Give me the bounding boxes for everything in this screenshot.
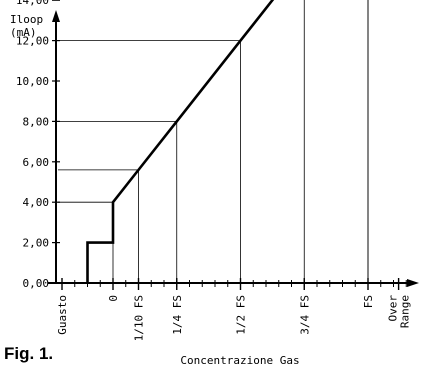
- y-tick-label-7: 14,00: [16, 0, 49, 7]
- x-tick-label-1: 0: [107, 295, 120, 302]
- x-tick-label-4: 1/2 FS: [235, 295, 248, 335]
- y-tick-label-4: 8,00: [23, 115, 50, 128]
- series-line: [86, 0, 275, 283]
- y-tick-label-0: 0,00: [23, 277, 50, 290]
- x-tick-labels: Guasto 0 1/10 FS 1/4 FS 1/2 FS 3/4 FS FS Over Ra…: [56, 295, 412, 342]
- y-axis-title-line2: (mA): [10, 26, 37, 39]
- x-tick-label-6: FS: [362, 295, 375, 308]
- y-axis-arrow: [52, 10, 60, 22]
- y-tick-label-5: 10,00: [16, 75, 49, 88]
- tick-marks: [52, 0, 407, 290]
- x-axis-title: Concentrazione Gas: [180, 354, 299, 367]
- x-tick-label-2: 1/10 FS: [133, 295, 146, 341]
- x-tick-label-7-0: Over: [387, 295, 400, 322]
- figure-label: Fig. 1.: [4, 344, 54, 363]
- y-tick-label-1: 2,00: [23, 237, 50, 250]
- y-tick-labels: 0,002,004,006,008,0010,0012,0014,0016,00…: [16, 0, 49, 290]
- x-tick-label-3: 1/4 FS: [171, 295, 184, 335]
- axes: [48, 10, 419, 287]
- y-axis-title-line1: Iloop: [10, 13, 43, 26]
- x-tick-label-7-1: Range: [399, 295, 412, 328]
- series-0-line: [86, 0, 275, 283]
- x-axis-arrow: [407, 279, 419, 287]
- y-tick-label-6: 12,00: [16, 35, 49, 48]
- y-tick-label-3: 6,00: [23, 156, 50, 169]
- y-tick-label-2: 4,00: [23, 196, 50, 209]
- x-tick-label-5: 3/4 FS: [298, 295, 311, 335]
- x-tick-label-0: Guasto: [56, 295, 69, 335]
- reference-lines: [58, 0, 369, 283]
